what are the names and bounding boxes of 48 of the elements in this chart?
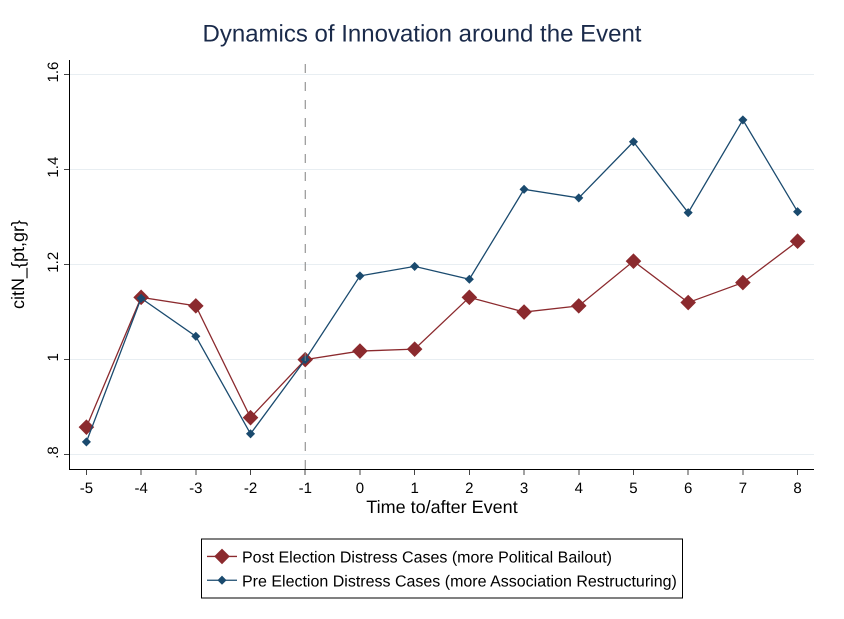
x-tick-label: 8: [793, 480, 802, 497]
y-tick-label: .8: [45, 446, 62, 459]
point: [793, 207, 802, 216]
x-tick-label: 6: [684, 480, 692, 497]
point: [242, 410, 258, 426]
x-tick-label: -2: [244, 480, 258, 497]
point: [516, 304, 532, 320]
point: [78, 419, 94, 435]
point: [626, 253, 642, 269]
point: [628, 137, 638, 146]
point: [406, 341, 422, 357]
point: [570, 298, 587, 314]
point: [355, 271, 364, 280]
x-tick-label: 2: [465, 480, 474, 497]
point: [191, 332, 200, 341]
y-axis-title: citN_{pt,gr}: [8, 220, 28, 310]
x-tick-label: -3: [189, 480, 202, 497]
x-tick-label: -1: [298, 480, 312, 497]
x-tick-label: -4: [134, 480, 148, 497]
point: [188, 298, 204, 314]
point: [790, 233, 806, 249]
legend-label: Pre Election Distress Cases (more Association Restructuring): [242, 573, 677, 590]
point: [246, 429, 256, 438]
point: [735, 274, 751, 290]
y-tick-label: 1: [45, 353, 62, 362]
y-tick-label: 1.2: [45, 252, 62, 273]
point: [352, 343, 368, 359]
x-axis-title: Time to/after Event: [366, 497, 518, 517]
point: [574, 193, 584, 202]
point: [680, 294, 696, 310]
x-tick-label: -5: [80, 480, 94, 497]
legend-label: Post Election Distress Cases (more Political Bailout): [242, 550, 612, 567]
x-tick-label: 5: [629, 480, 638, 497]
point: [82, 437, 91, 446]
point: [410, 262, 420, 271]
point: [684, 208, 693, 218]
y-tick-label: 1.6: [45, 62, 62, 82]
point: [462, 290, 478, 306]
point: [464, 274, 474, 284]
chart-title: Dynamics of Innovation around the Event: [202, 20, 642, 48]
x-tick-label: 3: [520, 480, 528, 497]
x-tick-label: 4: [574, 480, 583, 497]
x-tick-label: 7: [738, 480, 748, 497]
point: [738, 115, 748, 124]
point: [520, 184, 529, 194]
x-tick-label: 0: [356, 480, 364, 497]
y-tick-label: 1.4: [45, 156, 62, 178]
x-tick-label: 1: [410, 480, 419, 497]
